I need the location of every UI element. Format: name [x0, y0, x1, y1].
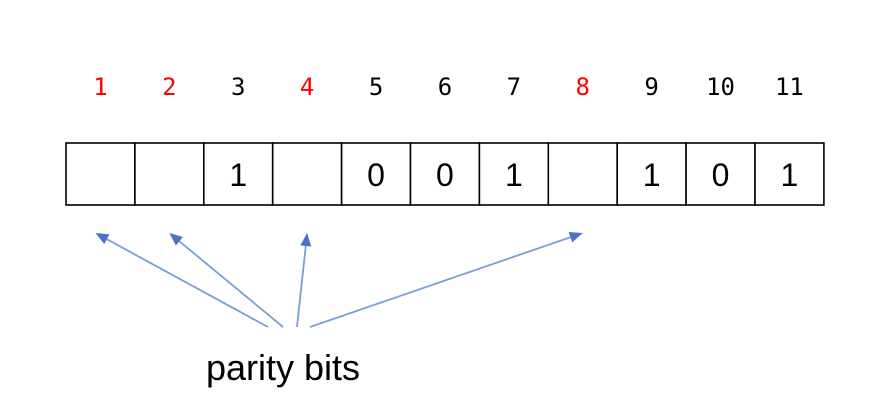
- parity-arrow-2: [169, 233, 284, 328]
- position-label-10: 10: [706, 73, 735, 101]
- bit-cell-9: [616, 142, 687, 206]
- parity-arrow-1: [95, 233, 269, 328]
- parity-arrow-4: [296, 233, 312, 328]
- bit-cell-3: [203, 142, 274, 206]
- parity-bits-caption: parity bits: [206, 347, 360, 388]
- parity-arrow-8: [309, 232, 583, 328]
- bit-value-7: 1: [505, 157, 523, 193]
- position-label-5: 5: [369, 73, 383, 101]
- position-labels: 1 2 3 4 5 6 7 8 9 10 11: [93, 73, 804, 101]
- position-label-11: 11: [775, 73, 804, 101]
- bit-cell-1: [65, 142, 136, 206]
- bit-value-9: 1: [643, 157, 661, 193]
- position-label-3: 3: [231, 73, 245, 101]
- position-label-8: 8: [576, 73, 590, 101]
- bit-value-10: 0: [712, 157, 730, 193]
- parity-arrows: [95, 232, 583, 328]
- bit-cells: 1 0 0 1 1 0 1: [65, 142, 825, 206]
- bit-cell-6: [409, 142, 481, 206]
- bit-value-5: 0: [367, 157, 385, 193]
- bit-cell-8: [547, 142, 618, 206]
- bit-cell-11: [754, 142, 825, 206]
- position-label-2: 2: [162, 73, 176, 101]
- bit-value-3: 1: [229, 157, 247, 193]
- position-label-4: 4: [300, 73, 314, 101]
- bit-cell-2: [134, 142, 205, 206]
- position-label-9: 9: [644, 73, 658, 101]
- bit-cell-4: [271, 142, 343, 206]
- bit-value-6: 0: [436, 157, 454, 193]
- position-label-1: 1: [93, 73, 107, 101]
- position-label-6: 6: [438, 73, 452, 101]
- bit-value-11: 1: [781, 157, 799, 193]
- position-label-7: 7: [507, 73, 521, 101]
- bit-cell-5: [340, 142, 412, 206]
- bit-cell-10: [685, 142, 756, 206]
